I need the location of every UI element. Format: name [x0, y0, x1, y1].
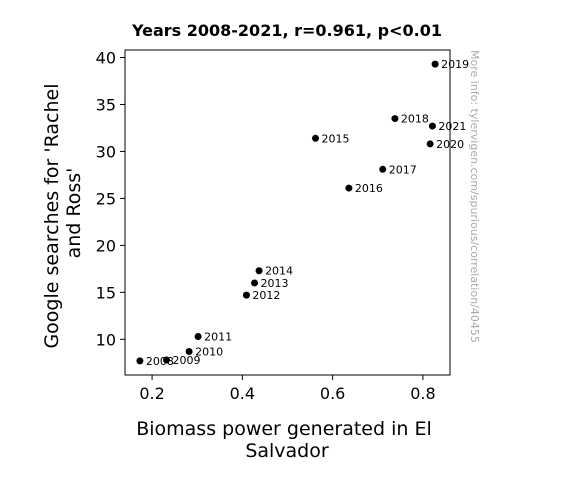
plot-frame [124, 49, 451, 376]
y-tick-label: 10 [96, 330, 116, 349]
data-point-2019 [431, 60, 439, 68]
data-point-2014 [255, 267, 263, 275]
x-tick-label: 0.4 [230, 384, 255, 403]
y-axis-ticks: 10 15 20 25 30 35 40 [96, 49, 125, 349]
point-label-2017: 2017 [389, 163, 417, 176]
data-point-2008 [136, 357, 144, 365]
point-label-2009: 2009 [173, 354, 201, 367]
data-point-2018 [391, 115, 399, 123]
x-tick-label: 0.6 [320, 384, 345, 403]
data-point-2010 [185, 348, 193, 356]
y-tick-label: 20 [96, 236, 116, 255]
point-label-2018: 2018 [401, 113, 429, 126]
x-axis-label: Biomass power generated in El Salvador [136, 418, 438, 462]
point-label-2014: 2014 [265, 265, 293, 278]
data-point-2020 [426, 140, 434, 148]
data-points: 2008200920102011201220132014201520162017… [136, 58, 469, 368]
data-point-2017 [379, 165, 387, 173]
x-axis-label-line-1: Biomass power generated in El [136, 418, 432, 440]
watermark-text: More info: tylervigen.com/spurious/corre… [468, 50, 481, 343]
data-point-2013 [251, 279, 259, 287]
y-tick-label: 25 [96, 189, 116, 208]
point-label-2021: 2021 [438, 120, 466, 133]
y-tick-label: 40 [96, 49, 116, 68]
point-label-2012: 2012 [252, 289, 280, 302]
y-tick-label: 15 [96, 283, 116, 302]
data-point-2016 [345, 184, 353, 192]
data-point-2015 [311, 134, 319, 142]
data-point-2012 [242, 291, 250, 299]
point-label-2011: 2011 [204, 330, 232, 343]
y-axis-label-line-2: and Ross' [63, 168, 85, 259]
x-axis-label-line-2: Salvador [245, 440, 329, 462]
y-tick-label: 30 [96, 142, 116, 161]
x-axis-ticks: 0.2 0.4 0.6 0.8 [139, 375, 436, 403]
y-axis-label-line-1: Google searches for 'Rachel [41, 83, 63, 348]
point-label-2015: 2015 [321, 132, 349, 145]
x-tick-label: 0.8 [410, 384, 435, 403]
y-axis-label: Google searches for 'Rachel and Ross' [41, 77, 85, 348]
data-point-2021 [428, 122, 436, 130]
data-point-2011 [194, 332, 202, 340]
chart-title: Years 2008-2021, r=0.961, p<0.01 [131, 21, 442, 40]
data-point-2009 [163, 356, 171, 364]
point-label-2016: 2016 [355, 182, 383, 195]
point-label-2010: 2010 [195, 346, 223, 359]
point-label-2013: 2013 [261, 277, 289, 290]
x-tick-label: 0.2 [139, 384, 164, 403]
y-tick-label: 35 [96, 95, 116, 114]
point-label-2019: 2019 [441, 58, 469, 71]
